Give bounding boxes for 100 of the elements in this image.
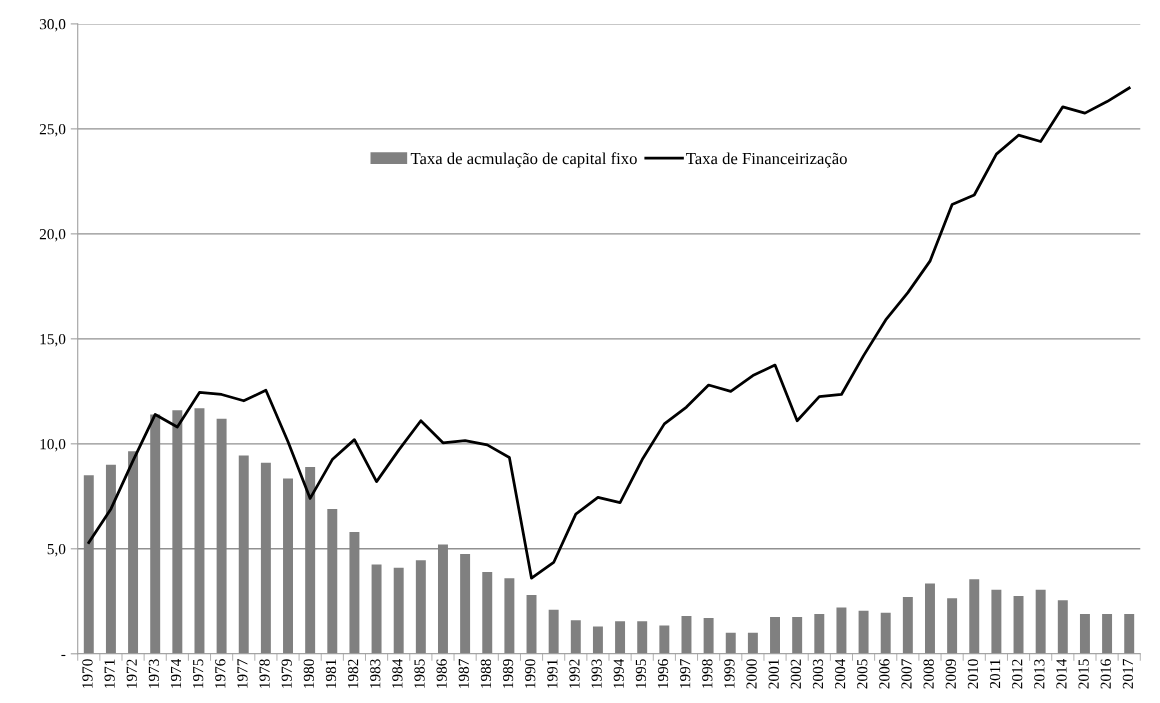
bar [1057, 600, 1068, 654]
bar [592, 626, 603, 654]
x-tick-label: 1981 [325, 659, 337, 688]
x-tick-label: 2000 [746, 659, 757, 689]
x-tick-label: 1992 [569, 659, 580, 688]
x-tick-label: 2004 [834, 658, 846, 689]
bar [969, 579, 980, 654]
x-tick-label: 1979 [281, 659, 292, 688]
x-tick-label: 2012 [1012, 659, 1023, 689]
bar [83, 475, 94, 654]
bar [902, 597, 913, 654]
bar [1079, 613, 1090, 654]
x-tick-label: 2009 [945, 659, 956, 689]
bar [615, 621, 626, 654]
bar [570, 620, 581, 654]
x-tick-label: 1978 [259, 659, 270, 688]
x-tick-label: 2014 [1056, 658, 1067, 689]
line-series [87, 86, 1131, 580]
bar [880, 612, 891, 654]
x-tick-label: 1985 [414, 659, 425, 688]
bar [415, 560, 426, 654]
x-tick-label: 1991 [547, 659, 558, 688]
x-tick-label: 2013 [1034, 659, 1045, 689]
bar [393, 567, 404, 654]
x-tick-label: 1973 [148, 659, 160, 688]
y-tick-label: 15,0 [40, 333, 66, 347]
bar [681, 616, 692, 654]
y-tick-label: 30,0 [39, 19, 66, 32]
x-tick-label: 1977 [237, 659, 248, 688]
x-tick-label: 2017 [1122, 659, 1134, 689]
x-tick-label: 1984 [392, 658, 403, 688]
x-tick-label: 1990 [525, 659, 536, 688]
bar [460, 554, 471, 654]
bar [770, 617, 781, 654]
x-tick-label: 2007 [901, 659, 912, 689]
bar [437, 544, 448, 654]
bar [836, 607, 847, 654]
bar [105, 464, 116, 654]
bar [1124, 613, 1135, 654]
bar [1102, 613, 1113, 654]
bar [747, 632, 758, 654]
y-tick-label: - [61, 654, 66, 657]
bar [947, 598, 958, 654]
x-tick-label: 2015 [1078, 659, 1089, 689]
x-tick-label: 1989 [502, 659, 514, 688]
bar [548, 609, 559, 654]
x-tick-label: 1971 [104, 659, 115, 688]
bar [238, 455, 249, 654]
y-tick-label: 20,0 [39, 229, 66, 242]
bar [194, 408, 205, 654]
legend-label: Taxa de Financeirização [686, 152, 847, 168]
bar [128, 451, 139, 654]
bar [150, 414, 161, 654]
bar [526, 595, 537, 654]
bar [1035, 589, 1046, 654]
bar [327, 508, 338, 654]
y-tick-label: 5,0 [47, 543, 66, 557]
x-tick-label: 1986 [436, 659, 447, 688]
x-tick-label: 2001 [768, 659, 779, 689]
x-tick-label: 2005 [857, 659, 868, 689]
bar [482, 571, 493, 654]
x-tick-label: 1997 [680, 659, 691, 688]
x-tick-label: 1987 [458, 659, 469, 688]
bar [725, 632, 736, 654]
bar [172, 410, 183, 654]
y-tick-label: 10,0 [40, 438, 66, 452]
bar [349, 532, 360, 654]
x-tick-label: 1995 [635, 659, 647, 688]
x-tick-label: 2016 [1100, 659, 1111, 689]
y-tick-label: 25,0 [39, 124, 66, 137]
x-tick-label: 1972 [126, 659, 137, 688]
bar [792, 617, 803, 654]
x-tick-label: 1996 [657, 659, 669, 688]
bar [858, 610, 869, 654]
x-tick-label: 1980 [303, 659, 314, 688]
bar [305, 466, 316, 654]
x-tick-label: 1994 [613, 658, 624, 688]
x-tick-label: 1983 [370, 659, 381, 688]
x-tick-label: 2010 [967, 659, 979, 689]
x-tick-label: 2003 [812, 659, 824, 689]
bar [991, 589, 1002, 654]
x-tick-label: 1974 [170, 658, 182, 688]
legend-label: Taxa de acmulação de capital fixo [410, 152, 637, 168]
x-tick-label: 1975 [193, 659, 204, 688]
bar [659, 625, 670, 654]
x-tick-label: 1999 [724, 659, 735, 688]
bar [703, 618, 714, 654]
bar [260, 462, 271, 654]
x-tick-label: 1976 [215, 659, 226, 688]
bar [504, 578, 515, 654]
x-tick-label: 2008 [923, 659, 934, 689]
x-tick-label: 1993 [591, 659, 602, 688]
bar [1013, 596, 1024, 654]
bar [371, 564, 382, 654]
x-tick-label: 2002 [790, 659, 801, 689]
x-tick-label: 1998 [702, 659, 713, 688]
x-tick-label: 1988 [480, 659, 492, 688]
bar [216, 418, 227, 654]
x-tick-label: 1982 [347, 659, 359, 688]
bar [283, 478, 293, 654]
